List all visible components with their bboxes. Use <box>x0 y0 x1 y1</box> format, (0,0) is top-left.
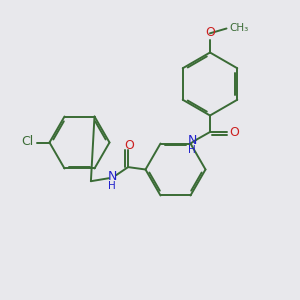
Text: Cl: Cl <box>21 135 34 148</box>
Text: H: H <box>188 145 196 155</box>
Text: H: H <box>108 181 116 191</box>
Text: N: N <box>108 170 117 184</box>
Text: O: O <box>124 139 134 152</box>
Text: O: O <box>205 26 215 39</box>
Text: CH₃: CH₃ <box>229 23 248 33</box>
Text: O: O <box>230 126 239 139</box>
Text: N: N <box>188 134 197 148</box>
